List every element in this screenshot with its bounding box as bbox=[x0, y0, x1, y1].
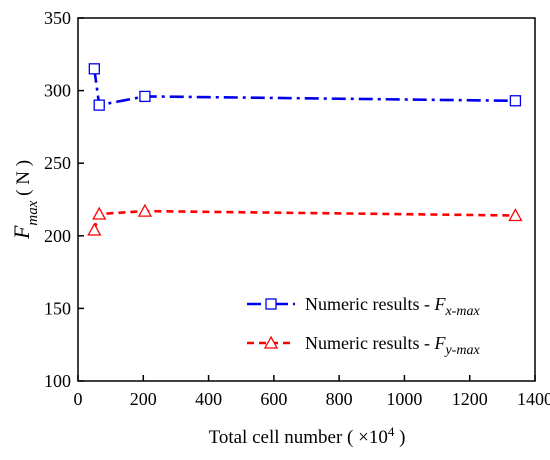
data-point bbox=[137, 203, 153, 217]
data-point bbox=[139, 90, 151, 103]
y-tick-label: 300 bbox=[44, 81, 71, 101]
y-tick-label: 350 bbox=[44, 8, 71, 28]
plot-frame bbox=[77, 17, 536, 382]
legend: Numeric results - Fx-max Numeric results … bbox=[247, 294, 480, 358]
series-2 bbox=[87, 203, 523, 236]
data-point bbox=[93, 99, 105, 111]
data-point bbox=[88, 63, 100, 75]
legend-item: Numeric results - Fx-max bbox=[247, 294, 480, 319]
legend-item: Numeric results - Fy-max bbox=[247, 333, 480, 358]
x-tick-label: 800 bbox=[326, 389, 353, 409]
ticks-layer: 0 200 400 600 800 1000 1200 1400 100 150 200 250 300… bbox=[44, 8, 550, 409]
legend-label: Numeric results - Fy-max bbox=[305, 333, 480, 358]
series-1-line bbox=[93, 68, 516, 107]
data-point bbox=[509, 95, 522, 107]
y-tick-label: 250 bbox=[44, 153, 71, 173]
series-1 bbox=[88, 63, 522, 111]
data-point bbox=[508, 208, 523, 222]
x-tick-label: 1000 bbox=[386, 389, 422, 409]
y-tick-label: 200 bbox=[44, 226, 71, 246]
x-tick-label: 1200 bbox=[452, 389, 488, 409]
y-axis-title: Fmax ( N ) bbox=[9, 160, 41, 240]
legend-label: Numeric results - Fx-max bbox=[305, 294, 480, 319]
x-tick-label: 0 bbox=[74, 389, 83, 409]
series-layer bbox=[87, 63, 523, 236]
legend-swatch-marker bbox=[265, 298, 277, 310]
data-point bbox=[87, 222, 102, 236]
y-tick-label: 100 bbox=[44, 371, 71, 391]
x-tick-label: 1400 bbox=[517, 389, 550, 409]
data-point bbox=[92, 206, 107, 220]
x-axis-title: Total cell number ( ×104 ) bbox=[209, 424, 406, 449]
x-tick-label: 400 bbox=[195, 389, 222, 409]
x-tick-label: 200 bbox=[130, 389, 157, 409]
x-tick-label: 600 bbox=[260, 389, 287, 409]
y-tick-label: 150 bbox=[44, 298, 71, 318]
legend-swatch-marker bbox=[263, 335, 279, 349]
series-2-line bbox=[93, 209, 516, 231]
